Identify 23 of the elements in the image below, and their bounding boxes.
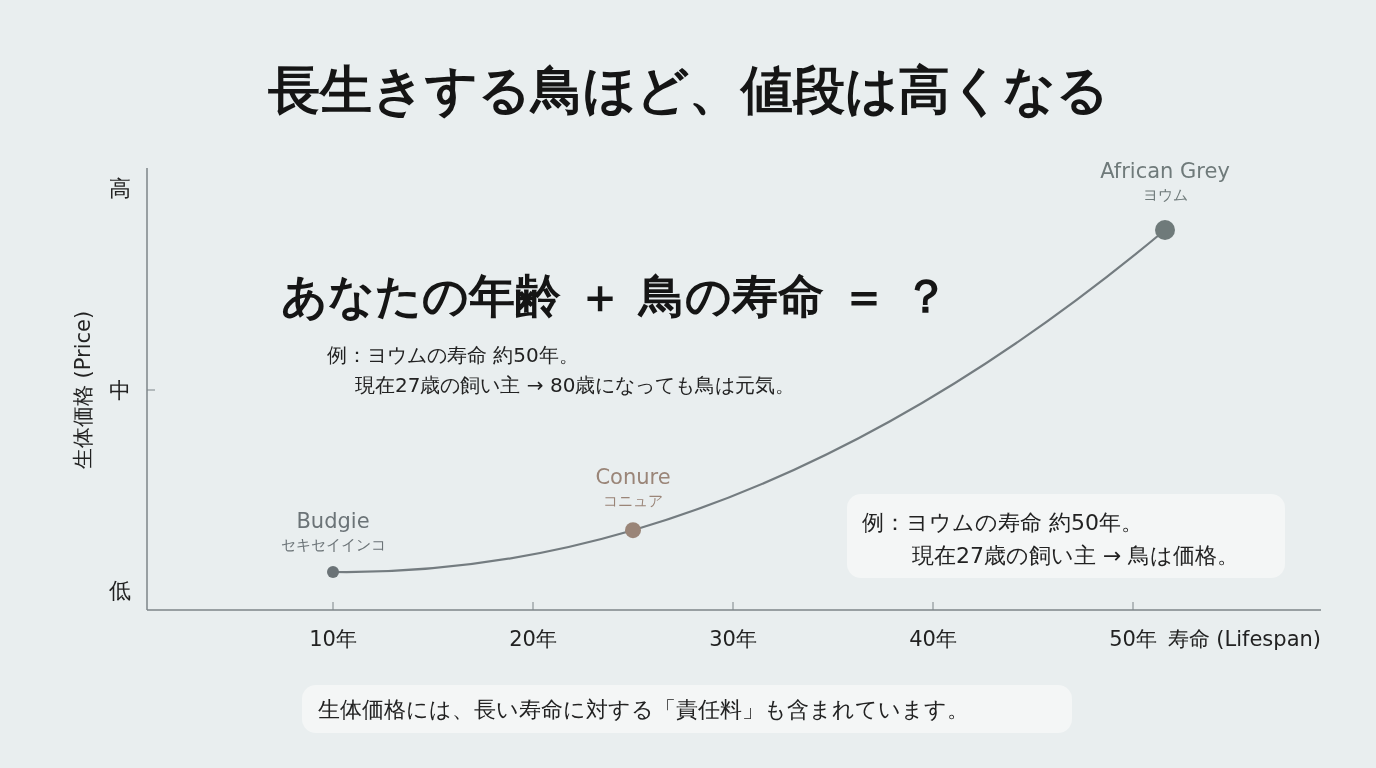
annotation: African Grey — [1100, 159, 1230, 183]
text: 生体価格には、長い寿命に対する「責任料」も含まれています。 — [318, 697, 969, 722]
annotation: 例：ヨウムの寿命 約50年。 — [327, 343, 579, 367]
annotation: ヨウム — [1142, 186, 1188, 204]
annotation: 例：ヨウムの寿命 約50年。 — [862, 510, 1143, 535]
x-tick-label: 20年 — [509, 627, 557, 651]
annotation: あなたの年齢 ＋ 鳥の寿命 ＝ ？ — [281, 269, 949, 323]
text: 中 — [109, 378, 131, 403]
text: 低 — [109, 578, 131, 603]
annotation: Conure — [595, 465, 671, 490]
annotation: コニュア — [603, 492, 663, 511]
annotation: 現在27歳の飼い主 → 80歳になっても鳥は元気。 — [355, 373, 796, 397]
annotation: セキセイインコ — [280, 536, 386, 554]
x-tick-label: 10年 — [309, 627, 357, 651]
x-tick-label: 30年 — [709, 627, 757, 651]
y-axis-title: 生体価格 (Price) — [71, 310, 95, 470]
x-axis-title: 寿命 (Lifespan) — [1167, 627, 1321, 651]
x-tick-label: 50年 — [1109, 627, 1157, 651]
text: 高 — [109, 176, 131, 201]
annotation: 現在27歳の飼い主 → 鳥は価格。 — [912, 543, 1240, 568]
chart-title: 長生きする鳥ほど、値段は高くなる — [266, 59, 1109, 120]
annotation: Budgie — [296, 509, 370, 533]
x-tick-label: 40年 — [909, 627, 957, 651]
